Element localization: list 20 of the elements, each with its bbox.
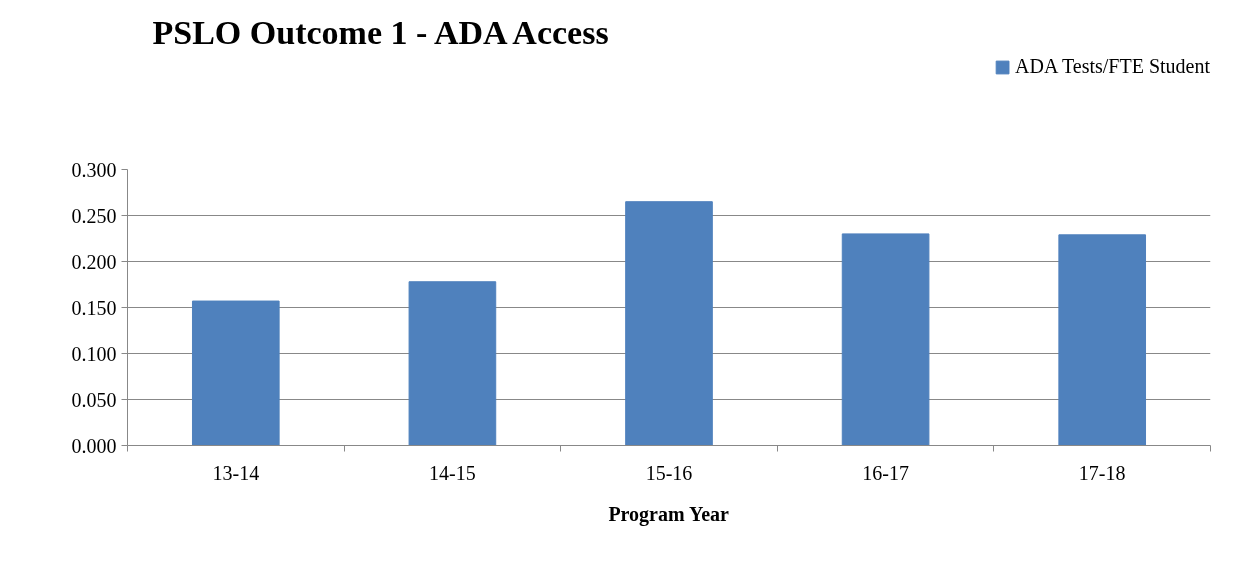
- x-tick-label: 17-18: [1078, 461, 1126, 484]
- bar: [1058, 234, 1147, 446]
- y-tick-label: 0.000: [71, 434, 117, 457]
- bar: [841, 233, 930, 446]
- x-tick-label: 14-15: [429, 461, 476, 484]
- x-axis-title: Program Year: [608, 502, 730, 526]
- x-tick-label: 13-14: [212, 461, 260, 484]
- y-tick-label: 0.300: [71, 158, 117, 181]
- y-tick-label: 0.050: [71, 388, 117, 411]
- legend-label: ADA Tests/FTE Student: [1015, 55, 1210, 78]
- chart-title: PSLO Outcome 1 - ADA Access: [152, 13, 609, 51]
- x-tick-label: 15-16: [645, 461, 693, 484]
- bar: [191, 300, 280, 446]
- bar: [408, 281, 497, 446]
- y-tick-label: 0.200: [71, 250, 117, 273]
- y-tick-label: 0.150: [71, 296, 117, 319]
- bar: [625, 201, 713, 446]
- x-tick-label: 16-17: [862, 461, 909, 484]
- y-tick-label: 0.250: [71, 204, 117, 227]
- y-tick-label: 0.100: [71, 342, 117, 365]
